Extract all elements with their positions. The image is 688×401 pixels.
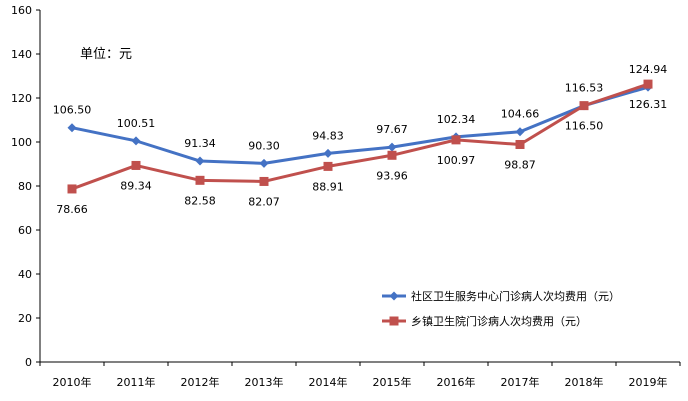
- series-1-point: [515, 127, 525, 137]
- x-tick-label: 2012年: [181, 375, 220, 389]
- y-tick-label: 120: [11, 92, 32, 105]
- unit-label: 单位：元: [80, 47, 132, 62]
- series-1-data-label: 100.51: [117, 117, 156, 130]
- series-2-data-label: 126.31: [629, 98, 668, 111]
- y-tick-label: 100: [11, 136, 32, 149]
- series-2-data-label: 78.66: [56, 203, 88, 216]
- legend-label-1: 社区卫生服务中心门诊病人次均费用（元）: [411, 289, 620, 303]
- x-tick-label: 2011年: [117, 375, 156, 389]
- series-1-point: [67, 123, 77, 133]
- y-tick-label: 40: [18, 268, 32, 281]
- x-tick-label: 2017年: [501, 375, 540, 389]
- data-labels-layer: 106.50 100.51 91.34 90.30 94.83 97.67 102.34 10…: [53, 63, 668, 216]
- y-axis-ticks: 0 20 40 60 80 100 120 140 160: [11, 4, 40, 369]
- y-tick-label: 20: [18, 312, 32, 325]
- series-2-data-label: 116.53: [565, 82, 604, 95]
- series-1-data-label: 102.34: [437, 113, 476, 126]
- series-2-data-label: 100.97: [437, 154, 476, 167]
- series-1-point: [195, 156, 205, 166]
- series-1-data-label: 106.50: [53, 104, 92, 117]
- legend-marker-1: [389, 291, 399, 301]
- series-2-data-label: 89.34: [120, 179, 152, 192]
- y-tick-label: 80: [18, 180, 32, 193]
- series-1-point: [387, 142, 397, 152]
- x-tick-label: 2010年: [53, 375, 92, 389]
- series-2-point: [451, 135, 461, 145]
- y-tick-label: 0: [25, 356, 32, 369]
- series-2-point: [387, 150, 397, 160]
- series-2-data-label: 98.87: [504, 158, 536, 171]
- series-1-point: [131, 136, 141, 146]
- series-1-point: [259, 158, 269, 168]
- series-line-2: [71, 82, 649, 191]
- x-tick-label: 2019年: [629, 375, 668, 389]
- x-tick-label: 2016年: [437, 375, 476, 389]
- y-tick-label: 60: [18, 224, 32, 237]
- legend-label-2: 乡镇卫生院门诊病人次均费用（元）: [411, 314, 587, 328]
- series-1-data-label: 97.67: [376, 123, 408, 136]
- series-2-point: [579, 101, 589, 111]
- chart-legend: 社区卫生服务中心门诊病人次均费用（元） 乡镇卫生院门诊病人次均费用（元）: [382, 289, 620, 328]
- legend-marker-2: [389, 316, 399, 326]
- x-tick-label: 2015年: [373, 375, 412, 389]
- series-2-data-label: 93.96: [376, 169, 408, 182]
- series-2-point: [131, 160, 141, 170]
- series-line-1: [71, 85, 649, 165]
- x-tick-label: 2013年: [245, 375, 284, 389]
- series-2-point: [323, 161, 333, 171]
- series-2-point: [643, 79, 653, 89]
- series-2-point: [195, 175, 205, 185]
- series-1-data-label: 124.94: [629, 63, 668, 76]
- x-axis-ticks: 2010年 2011年 2012年 2013年 2014年 2015年 2016年 2017年…: [39, 362, 681, 389]
- series-2-point: [259, 176, 269, 186]
- series-1-data-label: 94.83: [312, 129, 344, 142]
- series-1-data-label: 91.34: [184, 137, 216, 150]
- series-2-data-label: 88.91: [312, 180, 344, 193]
- x-tick-label: 2014年: [309, 375, 348, 389]
- series-1-data-label: 116.50: [565, 120, 604, 133]
- series-1-data-label: 104.66: [501, 108, 540, 121]
- series-2-point: [67, 184, 77, 194]
- series-1-data-label: 90.30: [248, 139, 280, 152]
- series-2-point: [515, 139, 525, 149]
- series-2-data-label: 82.07: [248, 195, 280, 208]
- series-2-data-label: 82.58: [184, 194, 216, 207]
- x-tick-label: 2018年: [565, 375, 604, 389]
- y-tick-label: 160: [11, 4, 32, 17]
- y-tick-label: 140: [11, 48, 32, 61]
- series-1-point: [323, 148, 333, 158]
- series-layer: [67, 79, 653, 194]
